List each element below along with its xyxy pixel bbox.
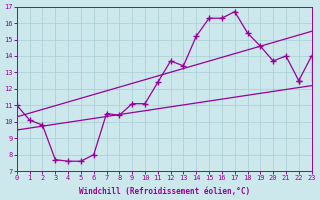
X-axis label: Windchill (Refroidissement éolien,°C): Windchill (Refroidissement éolien,°C) bbox=[79, 187, 250, 196]
